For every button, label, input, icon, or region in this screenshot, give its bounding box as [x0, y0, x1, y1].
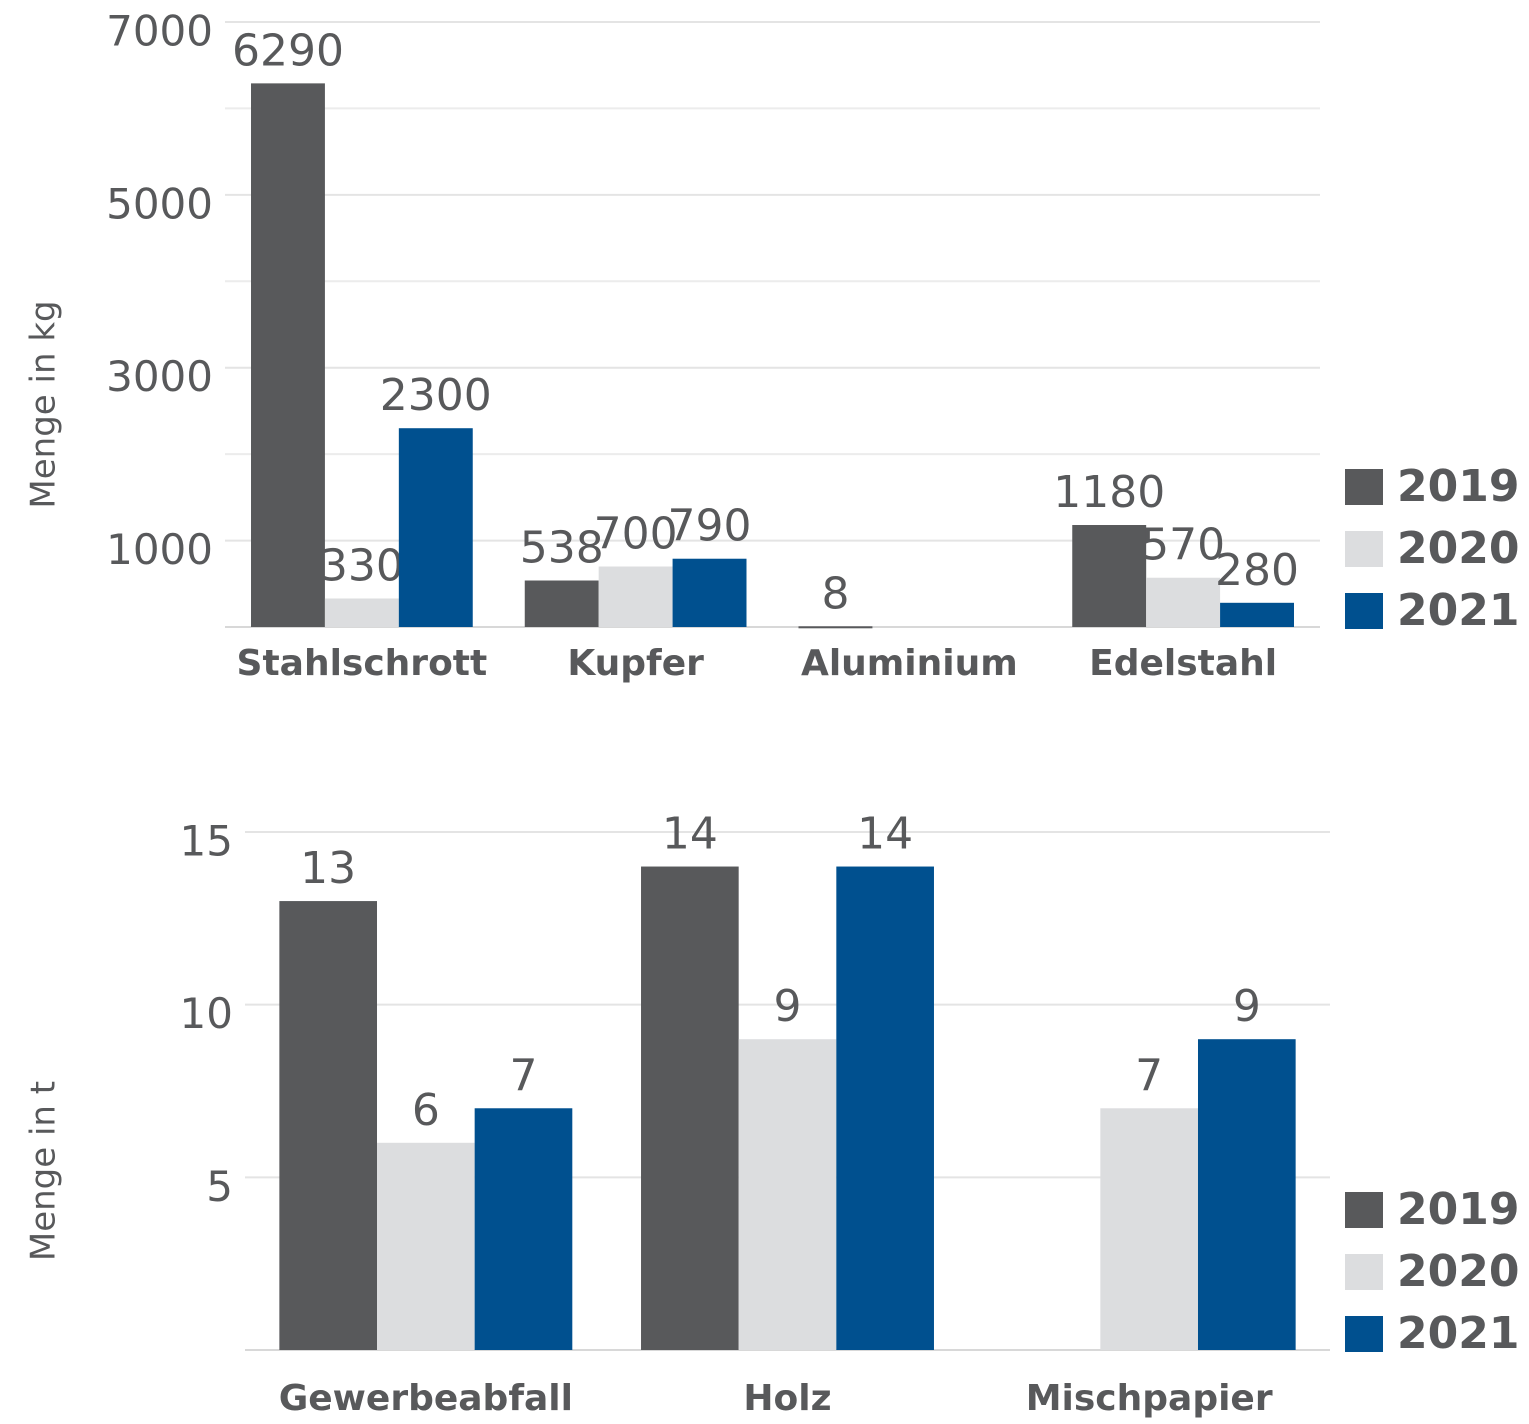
bar — [1146, 577, 1221, 627]
y-tick-label: 7000 — [106, 7, 213, 56]
data-label: 7 — [509, 1050, 537, 1101]
legend-label: 2020 — [1397, 1246, 1519, 1297]
data-label: 6 — [412, 1085, 440, 1136]
bar — [836, 866, 934, 1350]
legend-label: 2019 — [1397, 461, 1519, 512]
bar — [279, 901, 378, 1350]
bar — [598, 566, 673, 627]
bar — [1100, 1108, 1198, 1350]
bar — [672, 558, 747, 627]
data-label: 1180 — [1053, 467, 1165, 518]
data-label: 2300 — [380, 370, 492, 421]
data-label: 538 — [520, 523, 604, 574]
legend-swatch — [1345, 1316, 1383, 1352]
legend-label: 2020 — [1397, 523, 1519, 574]
legend-swatch — [1345, 1192, 1383, 1228]
data-label: 570 — [1141, 520, 1225, 571]
bar — [1197, 1039, 1296, 1350]
x-tick-label: Mischpapier — [1026, 1378, 1273, 1419]
bar — [738, 1039, 837, 1350]
data-label: 330 — [320, 540, 404, 591]
data-label: 280 — [1215, 545, 1299, 596]
y-tick-label: 1000 — [106, 525, 213, 574]
legend-label: 2019 — [1397, 1184, 1519, 1235]
legend-label: 2021 — [1397, 585, 1519, 636]
data-label: 6290 — [232, 25, 344, 76]
y-tick-label: 5 — [206, 1162, 233, 1211]
legend-swatch — [1345, 469, 1383, 505]
x-tick-label: Stahlschrott — [237, 643, 488, 684]
bar — [641, 866, 739, 1350]
bar — [524, 580, 599, 627]
x-tick-label: Kupfer — [567, 643, 704, 684]
y-tick-label: 10 — [180, 989, 233, 1038]
legend-swatch — [1345, 1254, 1383, 1290]
legend-label: 2021 — [1397, 1308, 1519, 1359]
data-label: 13 — [300, 843, 356, 894]
legend-swatch — [1345, 593, 1383, 629]
y-tick-label: 15 — [180, 817, 233, 866]
bar — [398, 428, 473, 627]
bar — [1220, 602, 1294, 627]
data-label: 790 — [668, 501, 752, 552]
bar — [1072, 525, 1147, 627]
y-tick-label: 3000 — [106, 352, 213, 401]
bar — [251, 83, 325, 628]
y-axis-label: Menge in kg — [24, 300, 64, 508]
bar — [324, 598, 399, 627]
legend-swatch — [1345, 531, 1383, 567]
data-label: 7 — [1135, 1050, 1163, 1101]
x-tick-label: Gewerbeabfall — [279, 1378, 573, 1419]
bar — [474, 1108, 573, 1350]
y-axis-label: Menge in t — [24, 1081, 64, 1261]
data-label: 9 — [774, 981, 802, 1032]
x-tick-label: Aluminium — [801, 643, 1018, 684]
data-label: 14 — [857, 809, 913, 860]
data-label: 9 — [1233, 981, 1261, 1032]
data-label: 14 — [662, 809, 718, 860]
y-tick-label: 5000 — [106, 179, 213, 228]
x-tick-label: Edelstahl — [1089, 643, 1277, 684]
bar — [377, 1142, 475, 1350]
bar — [798, 626, 873, 629]
data-label: 700 — [594, 509, 678, 560]
data-label: 8 — [821, 568, 849, 619]
x-tick-label: Holz — [743, 1378, 831, 1419]
